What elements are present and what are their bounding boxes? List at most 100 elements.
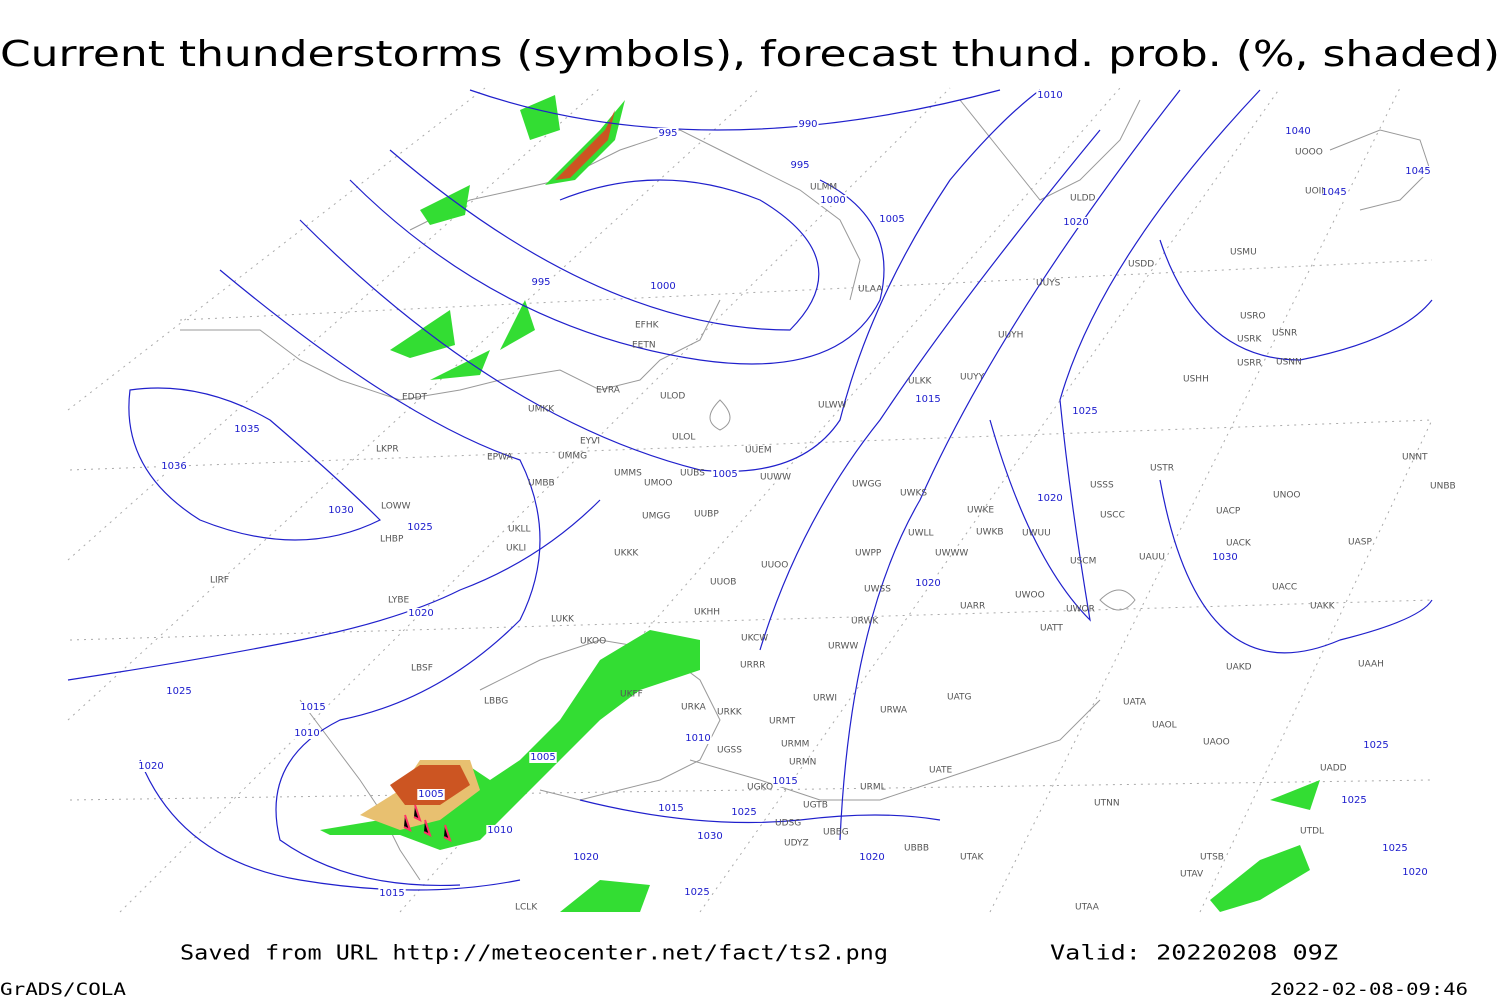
station-label: UKLI bbox=[506, 544, 526, 554]
isobar-label: 1045 bbox=[1405, 166, 1430, 177]
label-background bbox=[233, 424, 261, 435]
station-label: EYVI bbox=[580, 437, 600, 447]
isobar-label: 1010 bbox=[1037, 90, 1062, 101]
station-label: USRR bbox=[1237, 359, 1262, 369]
station-label: UUBP bbox=[694, 510, 719, 520]
isobar-label: 1015 bbox=[915, 394, 940, 405]
isobar bbox=[128, 387, 382, 541]
station-label: LBBG bbox=[484, 697, 508, 707]
station-label: UGKO bbox=[747, 783, 773, 793]
station-label: LKPR bbox=[376, 445, 399, 455]
isobar-label: 1025 bbox=[166, 686, 191, 697]
station-label: UMOO bbox=[644, 479, 673, 489]
label-background bbox=[1362, 740, 1390, 751]
station-label: UWOR bbox=[1066, 605, 1095, 615]
label-background bbox=[730, 807, 758, 818]
prob-area bbox=[420, 185, 470, 225]
isobar-label: 1025 bbox=[731, 807, 756, 818]
label-background bbox=[1284, 126, 1312, 137]
station-label: URWA bbox=[880, 706, 908, 716]
station-label: UUOO bbox=[761, 561, 788, 571]
station-label: UNNT bbox=[1402, 453, 1428, 463]
station-label: UBBB bbox=[904, 844, 929, 854]
isobar-label: 1015 bbox=[658, 803, 683, 814]
station-label: UTAK bbox=[960, 853, 985, 863]
station-label: UUEM bbox=[745, 446, 772, 456]
station-label: UACC bbox=[1272, 583, 1297, 593]
station-label: EDDT bbox=[402, 393, 428, 403]
coast bbox=[479, 639, 721, 801]
station-label: URKA bbox=[681, 703, 707, 713]
station-label: UAUU bbox=[1139, 553, 1165, 563]
isobar bbox=[759, 129, 1101, 651]
station-label: UDSG bbox=[775, 819, 801, 829]
storm-symbol bbox=[403, 804, 452, 842]
station-label: UWUU bbox=[1022, 529, 1051, 539]
label-background bbox=[771, 776, 799, 787]
station-label: ULKK bbox=[908, 377, 933, 387]
station-label: USHH bbox=[1183, 375, 1209, 385]
station-label: URWI bbox=[813, 694, 837, 704]
station-label: UACK bbox=[1226, 539, 1252, 549]
storm-symbols bbox=[403, 804, 452, 842]
station-label: USCC bbox=[1100, 511, 1125, 521]
software: GrADS/COLA bbox=[0, 980, 126, 1000]
station-label: LYBE bbox=[388, 596, 409, 606]
isobar-label: 1025 bbox=[684, 887, 709, 898]
station-label: ULWW bbox=[818, 401, 847, 411]
station-label: ULAA bbox=[858, 285, 883, 295]
station-label: USTR bbox=[1150, 464, 1174, 474]
isobar-label: 1030 bbox=[697, 831, 722, 842]
station-label: LBSF bbox=[411, 664, 433, 674]
isobar-label: 995 bbox=[658, 128, 677, 139]
station-label: URRR bbox=[740, 661, 765, 671]
isobar bbox=[989, 89, 1261, 622]
coast bbox=[959, 99, 1141, 201]
station-label: UATA bbox=[1123, 698, 1147, 708]
label-background bbox=[572, 852, 600, 863]
isobar-label: 995 bbox=[531, 277, 550, 288]
station-label: LCLK bbox=[515, 903, 538, 913]
isobar-label: 1020 bbox=[573, 852, 598, 863]
station-label: USCM bbox=[1070, 557, 1096, 567]
isobar-labels: 995 990 995 1000 1005 1010 995 1000 1020 1015 1025… bbox=[137, 90, 1432, 899]
label-background bbox=[858, 852, 886, 863]
isobar-label: 1005 bbox=[530, 752, 555, 763]
isobar-label: 1025 bbox=[407, 522, 432, 533]
isobar-label: 1020 bbox=[1402, 867, 1427, 878]
station-label: UTAV bbox=[1180, 870, 1204, 880]
label-background bbox=[378, 888, 406, 899]
label-background bbox=[711, 469, 739, 480]
coast bbox=[299, 699, 421, 881]
valid-time: Valid: 20220208 09Z bbox=[1050, 941, 1338, 965]
prob-area bbox=[560, 880, 650, 912]
station-label: UUOB bbox=[710, 578, 736, 588]
station-label: UMMS bbox=[614, 469, 642, 479]
station-label: UWLL bbox=[908, 529, 934, 539]
station-label: LUKK bbox=[551, 615, 575, 625]
coast bbox=[1329, 129, 1431, 211]
station-label: ULOD bbox=[660, 392, 685, 402]
source-url: Saved from URL http://meteocenter.net/fa… bbox=[180, 941, 888, 965]
isobar-label: 1005 bbox=[879, 214, 904, 225]
station-label: UMGG bbox=[642, 512, 670, 522]
station-label: UARR bbox=[960, 602, 985, 612]
station-label: UNBB bbox=[1430, 482, 1456, 492]
isobar-label: 995 bbox=[790, 160, 809, 171]
station-label: UBBG bbox=[823, 828, 849, 838]
station-label: UOOO bbox=[1295, 148, 1323, 158]
station-label: ULOL bbox=[672, 433, 695, 443]
coast bbox=[180, 299, 721, 401]
label-background bbox=[1036, 493, 1064, 504]
label-background bbox=[327, 505, 355, 516]
station-label: UWKE bbox=[967, 506, 994, 516]
isobar-label: 1025 bbox=[1363, 740, 1388, 751]
isobar bbox=[219, 269, 541, 887]
isobar-label: 1020 bbox=[915, 578, 940, 589]
label-background bbox=[1401, 867, 1429, 878]
station-label: UAKK bbox=[1310, 602, 1336, 612]
timestamp: 2022-02-08-09:46 bbox=[1270, 980, 1468, 1000]
station-label: UMKK bbox=[528, 405, 555, 415]
label-background bbox=[914, 394, 942, 405]
